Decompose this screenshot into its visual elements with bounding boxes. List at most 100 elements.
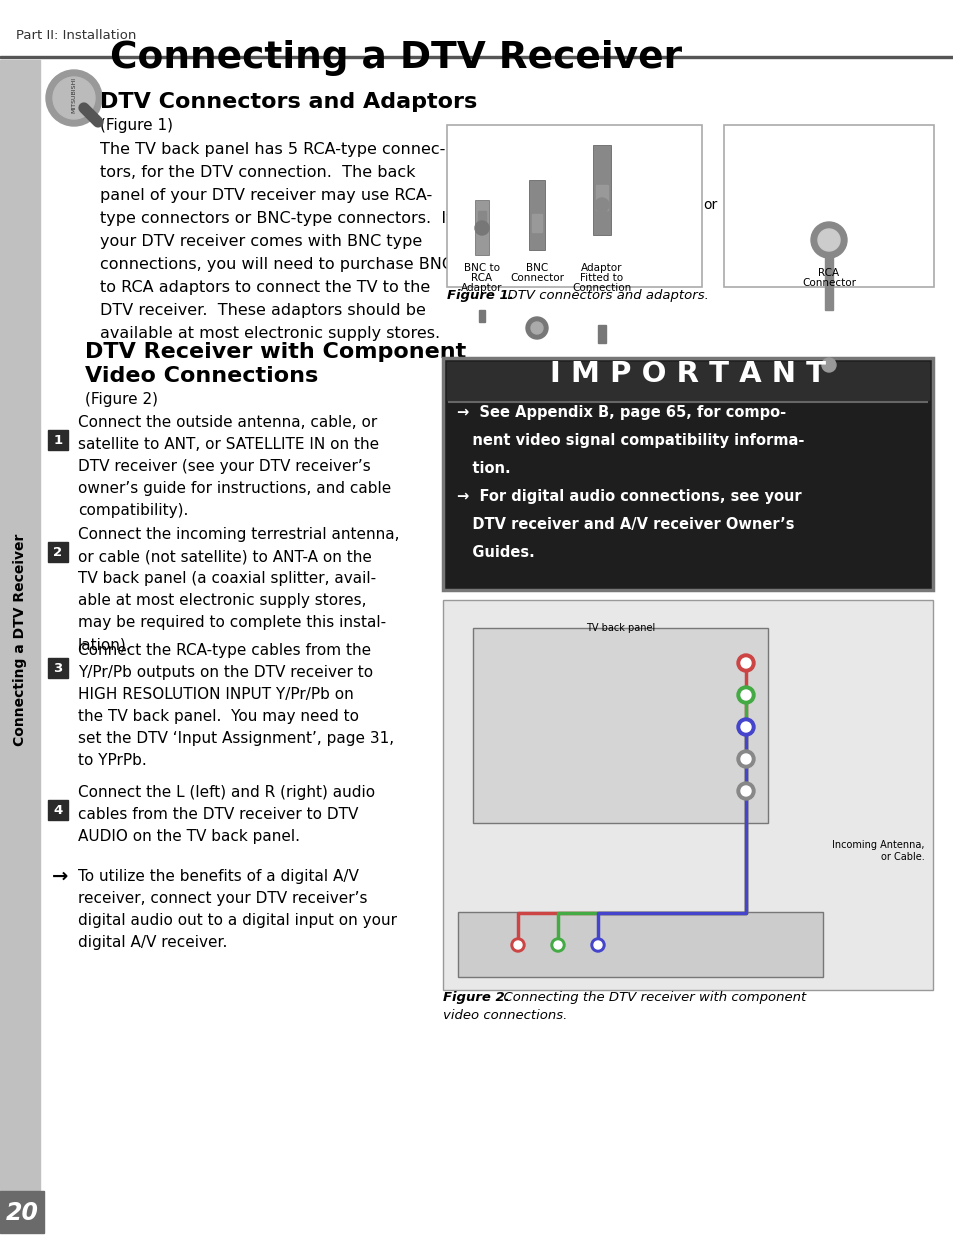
Text: Connect the incoming terrestrial antenna,: Connect the incoming terrestrial antenna… — [78, 527, 399, 542]
Text: Y/Pr/Pb outputs on the DTV receiver to: Y/Pr/Pb outputs on the DTV receiver to — [78, 664, 373, 680]
Text: HIGH RESOLUTION INPUT Y/Pr/Pb on: HIGH RESOLUTION INPUT Y/Pr/Pb on — [78, 687, 354, 701]
Text: (Figure 1): (Figure 1) — [100, 119, 172, 133]
Text: set the DTV ‘Input Assignment’, page 31,: set the DTV ‘Input Assignment’, page 31, — [78, 731, 394, 746]
Text: I M P O R T A N T: I M P O R T A N T — [550, 359, 825, 388]
Text: 4: 4 — [53, 804, 63, 818]
Text: to YPrPb.: to YPrPb. — [78, 753, 147, 768]
Bar — [447, 362, 928, 400]
Bar — [447, 125, 701, 287]
Text: Connection: Connection — [572, 283, 631, 293]
Text: Connector: Connector — [510, 273, 563, 283]
Text: tors, for the DTV connection.  The back: tors, for the DTV connection. The back — [100, 165, 416, 180]
Text: DTV connectors and adaptors.: DTV connectors and adaptors. — [498, 289, 708, 303]
Circle shape — [554, 941, 561, 948]
Text: nent video signal compatibility informa-: nent video signal compatibility informa- — [456, 433, 803, 448]
Text: The TV back panel has 5 RCA-type connec-: The TV back panel has 5 RCA-type connec- — [100, 142, 445, 157]
Bar — [723, 125, 933, 287]
Circle shape — [821, 358, 835, 372]
Text: →: → — [52, 867, 69, 885]
Text: RCA: RCA — [471, 273, 492, 283]
Text: or cable (not satellite) to ANT-A on the: or cable (not satellite) to ANT-A on the — [78, 550, 372, 564]
Text: Fitted to: Fitted to — [579, 273, 623, 283]
Bar — [593, 144, 610, 235]
Text: Connecting a DTV Receiver: Connecting a DTV Receiver — [110, 40, 681, 77]
Text: video connections.: video connections. — [442, 1009, 567, 1023]
Text: TV back panel: TV back panel — [585, 622, 655, 634]
Circle shape — [810, 222, 846, 258]
Text: 3: 3 — [53, 662, 63, 676]
Circle shape — [737, 718, 754, 736]
Text: 20: 20 — [6, 1200, 38, 1225]
Text: tion.: tion. — [456, 461, 510, 475]
Circle shape — [46, 70, 102, 126]
Circle shape — [740, 755, 750, 764]
Text: DTV receiver.  These adaptors should be: DTV receiver. These adaptors should be — [100, 303, 425, 317]
Circle shape — [737, 655, 754, 672]
Circle shape — [590, 939, 604, 952]
Text: To utilize the benefits of a digital A/V: To utilize the benefits of a digital A/V — [78, 869, 358, 884]
Bar — [475, 200, 489, 254]
Text: Connect the outside antenna, cable, or: Connect the outside antenna, cable, or — [78, 415, 376, 430]
Bar — [48, 430, 68, 450]
Circle shape — [740, 785, 750, 797]
Text: Incoming Antenna,: Incoming Antenna, — [832, 840, 924, 850]
Text: TV back panel (a coaxial splitter, avail-: TV back panel (a coaxial splitter, avail… — [78, 571, 375, 585]
Text: the TV back panel.  You may need to: the TV back panel. You may need to — [78, 709, 358, 724]
Circle shape — [594, 941, 601, 948]
Text: BNC: BNC — [525, 263, 548, 273]
Bar — [442, 600, 932, 990]
Text: Connecting a DTV Receiver: Connecting a DTV Receiver — [13, 534, 27, 746]
Text: connections, you will need to purchase BNC: connections, you will need to purchase B… — [100, 257, 453, 272]
Text: digital audio out to a digital input on your: digital audio out to a digital input on … — [78, 913, 396, 927]
Text: MITSUBISHI: MITSUBISHI — [71, 77, 76, 114]
Text: Adaptor: Adaptor — [460, 283, 502, 293]
Bar — [48, 800, 68, 820]
Circle shape — [740, 658, 750, 668]
Bar — [0, 56, 953, 58]
Bar — [48, 658, 68, 678]
Bar — [477, 211, 485, 233]
Text: Connecting the DTV receiver with component: Connecting the DTV receiver with compone… — [495, 990, 805, 1004]
Bar — [598, 325, 605, 343]
Text: to RCA adaptors to connect the TV to the: to RCA adaptors to connect the TV to the — [100, 280, 430, 295]
Bar — [532, 214, 541, 232]
Circle shape — [525, 317, 547, 338]
Text: Figure 2.: Figure 2. — [442, 990, 509, 1004]
Text: or Cable.: or Cable. — [881, 852, 924, 862]
Text: lation).: lation). — [78, 637, 132, 652]
Text: owner’s guide for instructions, and cable: owner’s guide for instructions, and cabl… — [78, 480, 391, 496]
Text: able at most electronic supply stores,: able at most electronic supply stores, — [78, 593, 366, 608]
Text: (Figure 2): (Figure 2) — [85, 391, 158, 408]
Text: panel of your DTV receiver may use RCA-: panel of your DTV receiver may use RCA- — [100, 188, 432, 203]
Text: BNC to: BNC to — [463, 263, 499, 273]
Bar — [0, 1191, 44, 1233]
Text: or: or — [702, 198, 717, 212]
Circle shape — [53, 77, 95, 119]
Bar — [473, 629, 767, 823]
Text: your DTV receiver comes with BNC type: your DTV receiver comes with BNC type — [100, 233, 422, 249]
Text: Figure 1.: Figure 1. — [447, 289, 514, 303]
Circle shape — [531, 322, 542, 333]
Text: DTV receiver (see your DTV receiver’s: DTV receiver (see your DTV receiver’s — [78, 459, 371, 474]
Text: →  See Appendix B, page 65, for compo-: → See Appendix B, page 65, for compo- — [456, 405, 785, 420]
Bar — [457, 911, 822, 977]
Text: DTV receiver and A/V receiver Owner’s: DTV receiver and A/V receiver Owner’s — [456, 517, 794, 532]
Text: RCA: RCA — [818, 268, 839, 278]
Circle shape — [740, 722, 750, 732]
Text: satellite to ANT, or SATELLITE IN on the: satellite to ANT, or SATELLITE IN on the — [78, 437, 378, 452]
Circle shape — [551, 939, 564, 952]
Circle shape — [737, 685, 754, 704]
Text: Guides.: Guides. — [456, 545, 535, 559]
Text: Video Connections: Video Connections — [85, 366, 318, 387]
Circle shape — [514, 941, 521, 948]
Text: Part II: Installation: Part II: Installation — [16, 28, 136, 42]
Text: Adaptor: Adaptor — [580, 263, 622, 273]
Text: DTV Connectors and Adaptors: DTV Connectors and Adaptors — [100, 91, 476, 112]
Circle shape — [737, 782, 754, 800]
Bar — [478, 310, 484, 322]
Text: compatibility).: compatibility). — [78, 503, 188, 517]
Bar — [442, 358, 932, 590]
Text: receiver, connect your DTV receiver’s: receiver, connect your DTV receiver’s — [78, 890, 367, 906]
Text: type connectors or BNC-type connectors.  If: type connectors or BNC-type connectors. … — [100, 211, 452, 226]
Text: digital A/V receiver.: digital A/V receiver. — [78, 935, 227, 950]
